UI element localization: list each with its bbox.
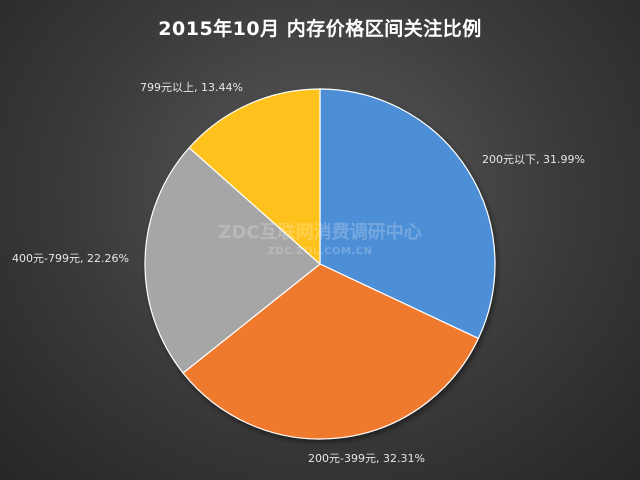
chart-title: 2015年10月 内存价格区间关注比例 — [158, 18, 482, 40]
pie-slice — [319, 88, 496, 340]
pie-slice — [182, 263, 480, 440]
pie-slice — [144, 146, 321, 374]
slice-label: 200元以下, 31.99% — [482, 153, 585, 166]
watermark-url: ZDC.ZOL.COM.CN — [267, 246, 373, 257]
slice-label: 200元-399元, 32.31% — [308, 452, 425, 465]
slice-label: 799元以上, 13.44% — [140, 81, 243, 94]
pie-slice — [188, 88, 321, 266]
slice-label: 400元-799元, 22.26% — [12, 252, 129, 265]
watermark-text: ZDC互联网消费调研中心 — [218, 222, 422, 243]
